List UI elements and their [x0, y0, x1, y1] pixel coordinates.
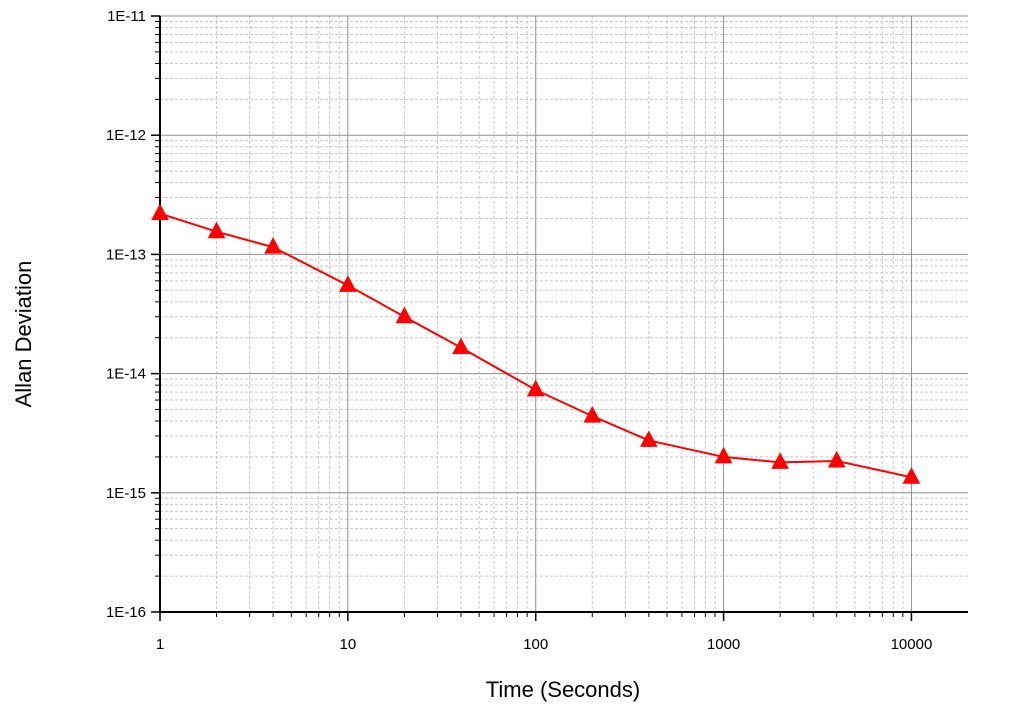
- y-tick-label: 1E-11: [107, 8, 146, 25]
- tick-labels: 1 10 100 1000 10000 1E-16 1E-15 1E-14 1E-13 1E-12…: [106, 8, 932, 653]
- minor-grid: [160, 16, 968, 612]
- data-point: [207, 221, 226, 239]
- data-point: [583, 406, 602, 423]
- data-point: [151, 203, 169, 221]
- axes: [151, 15, 968, 621]
- data-point: [771, 452, 789, 469]
- major-grid: [160, 15, 968, 612]
- y-tick-label: 1E-13: [106, 246, 146, 263]
- x-tick-label: 10000: [891, 636, 933, 653]
- y-axis-title: Allan Deviation: [11, 261, 36, 408]
- data-point: [395, 306, 414, 324]
- y-tick-label: 1E-14: [106, 366, 146, 383]
- data-point: [264, 237, 282, 254]
- data-point: [526, 379, 545, 397]
- x-tick-label: 1: [156, 636, 164, 653]
- x-tick-label: 1000: [707, 636, 740, 653]
- data-point: [902, 467, 921, 484]
- y-tick-label: 1E-12: [106, 127, 146, 144]
- data-point: [639, 430, 658, 447]
- data-point: [339, 275, 357, 292]
- data-point: [827, 450, 846, 468]
- data-point: [714, 446, 733, 464]
- x-axis-title: Time (Seconds): [486, 677, 640, 702]
- data-point: [452, 337, 470, 355]
- series-plot: [151, 203, 921, 484]
- x-tick-label: 10: [340, 636, 357, 653]
- y-tick-label: 1E-15: [106, 485, 146, 502]
- y-tick-label: 1E-16: [106, 604, 146, 621]
- x-tick-label: 100: [523, 636, 548, 653]
